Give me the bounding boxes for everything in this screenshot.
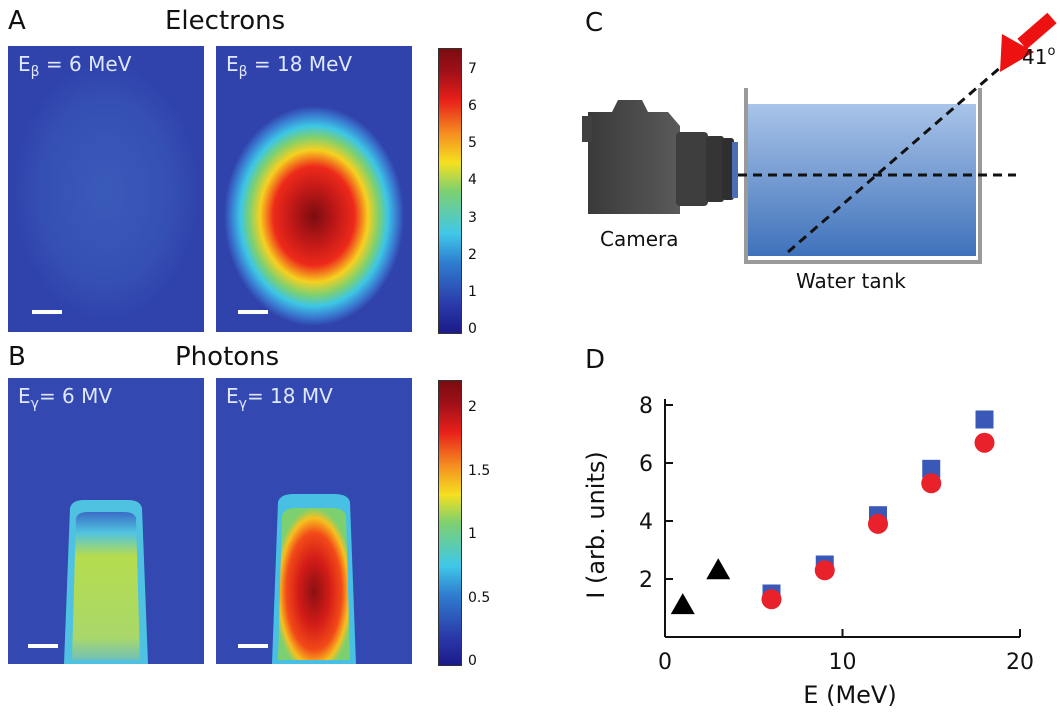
intensity-vs-energy-chart: 0 10 20 2 4 6 8 I (arb. units) E (MeV) [582, 394, 1034, 709]
photon-6mv-image: Eγ= 6 MV [8, 378, 204, 664]
photon-18mv-image: Eγ= 18 MV [216, 378, 412, 664]
chart-point-triangle [706, 558, 731, 580]
scale-bar [28, 644, 58, 648]
chart-x-axis-label: E (MeV) [803, 681, 896, 709]
experiment-setup-diagram: Camera Water tank 41o [582, 12, 1057, 293]
panel-d-letter: D [585, 345, 606, 375]
panel-c-letter: C [585, 8, 604, 38]
camera-icon [582, 100, 738, 214]
scale-bar [238, 310, 268, 314]
chart-point-circle [974, 432, 995, 453]
chart-x-tick-label: 20 [1006, 650, 1034, 675]
beam-arrow-icon [1000, 12, 1057, 72]
colorbar-tick-label: 0.5 [468, 589, 491, 606]
photon-6mv-label: Eγ= 6 MV [18, 384, 113, 412]
colorbar-tick-label: 2 [468, 246, 477, 263]
electron-6mev-image: Eβ = 6 MeV [8, 46, 204, 332]
chart-point-circle [761, 589, 782, 610]
colorbar-tick-label: 0 [468, 653, 477, 669]
colorbar-tick-label: 2 [468, 399, 477, 415]
water-tank-label: Water tank [796, 269, 906, 293]
colorbar-tick-label: 4 [468, 172, 477, 189]
chart-point-square [975, 410, 994, 429]
chart-point-circle [868, 513, 888, 534]
electron-18mev-label: Eβ = 18 MeV [226, 52, 353, 80]
panel-b-title: Photons [175, 342, 280, 372]
chart-point-triangle [670, 593, 695, 615]
colorbar-electrons [438, 48, 462, 334]
camera-label: Camera [600, 227, 679, 251]
chart-y-tick-label: 2 [639, 568, 653, 593]
colorbar-tick-label: 3 [468, 209, 477, 226]
chart-y-axis-label: I (arb. units) [582, 451, 610, 599]
chart-y-tick-label: 4 [639, 510, 653, 535]
chart-point-circle [814, 560, 835, 581]
chart-x-tick-label: 10 [829, 650, 857, 675]
chart-point-square [922, 459, 941, 478]
scale-bar [238, 644, 268, 648]
colorbar-tick-label: 1.5 [468, 462, 491, 479]
colorbar-tick-label: 7 [468, 61, 477, 77]
chart-y-tick-label: 8 [639, 394, 653, 419]
colorbar-tick-label: 0 [468, 321, 477, 337]
panel-b-letter: B [8, 342, 26, 372]
photon-18mv-label: Eγ= 18 MV [226, 384, 333, 412]
angle-label: 41o [1022, 44, 1055, 69]
colorbar-tick-label: 1 [468, 283, 477, 300]
panel-a-letter: A [8, 6, 26, 36]
chart-point-circle [921, 473, 942, 494]
colorbar-tick-label: 5 [468, 135, 477, 152]
chart-y-tick-label: 6 [639, 452, 653, 477]
colorbar-tick-label: 1 [468, 526, 477, 542]
panel-a-title: Electrons [165, 6, 286, 36]
colorbar-photons [438, 380, 462, 666]
chart-x-tick-label: 0 [658, 650, 672, 675]
electron-6mev-label: Eβ = 6 MeV [18, 52, 132, 80]
beam-path-line [787, 64, 1003, 254]
electron-18mev-image: Eβ = 18 MeV [216, 46, 412, 332]
colorbar-tick-label: 6 [468, 98, 477, 115]
scale-bar [32, 310, 62, 314]
